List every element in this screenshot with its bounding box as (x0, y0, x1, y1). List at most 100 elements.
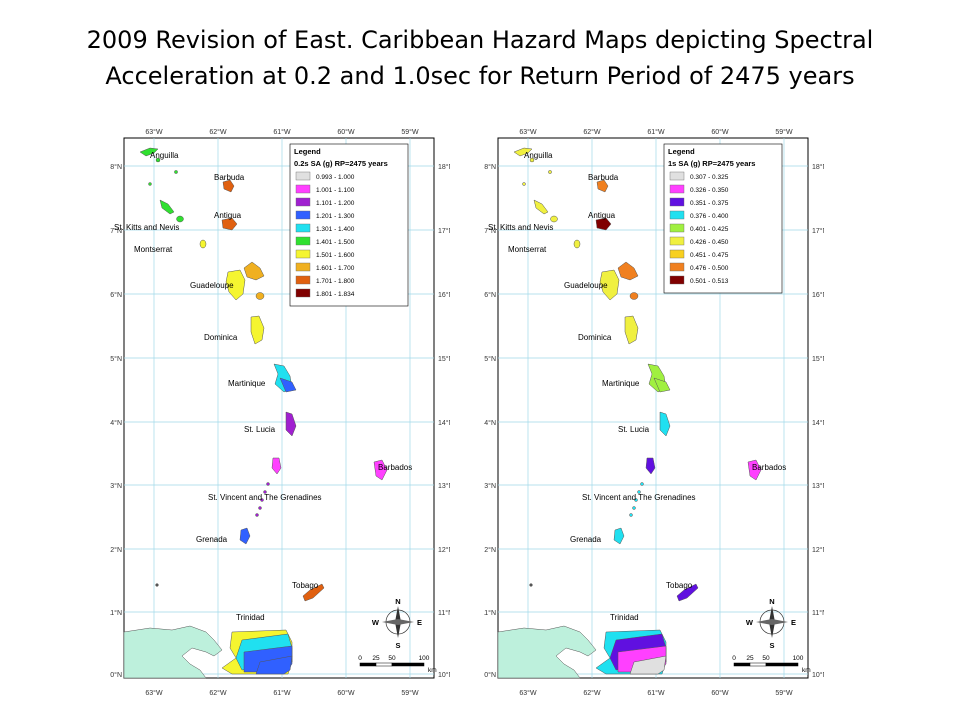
legend-swatch (669, 262, 685, 272)
place-label: Barbados (378, 463, 412, 472)
scale-segment (733, 662, 751, 667)
lat-tick-label-left: 18°N (110, 163, 122, 171)
legend-label: 0.307 - 0.325 (690, 174, 729, 181)
lon-tick-label-bottom: 63°W (145, 689, 163, 697)
scale-segment (749, 662, 767, 667)
legend-label: 1.201 - 1.300 (316, 213, 355, 220)
island-grenadine (260, 498, 264, 502)
scale-segment (375, 662, 393, 667)
island-st-lucia (659, 411, 671, 437)
mainland-venezuela (123, 625, 223, 679)
island-grenadine (255, 513, 259, 517)
legend-label: 1.801 - 1.834 (316, 291, 355, 298)
lon-tick-label-bottom: 62°W (583, 689, 601, 697)
legend-label: 1.301 - 1.400 (316, 226, 355, 233)
scale-segment (359, 662, 377, 667)
legend-label: 1.501 - 1.600 (316, 252, 355, 259)
island-grenadine (632, 506, 636, 510)
island-grenada (613, 527, 625, 545)
legend-title: Legend (294, 147, 321, 156)
legend-label: 1.401 - 1.500 (316, 239, 355, 246)
place-label: St. Lucia (618, 425, 650, 434)
island-nevis (176, 215, 184, 223)
lon-tick-label-bottom: 61°W (647, 689, 665, 697)
lat-tick-label-right: 16°N (812, 291, 824, 299)
compass-s: S (769, 641, 774, 650)
islands (497, 147, 762, 679)
lat-tick-label-left: 18°N (484, 163, 496, 171)
island-tobago (302, 583, 325, 602)
legend-label: 1.601 - 1.700 (316, 265, 355, 272)
trinidad-band-4 (629, 655, 667, 675)
place-label: Grenada (570, 535, 602, 544)
legend-swatch (669, 236, 685, 246)
map-svg-1-0s: 63°W 63°W 62°W 62°W 61°W 61°W 60°W 60°W 59°W 59°W… (484, 128, 824, 697)
scale-label: 0 (732, 655, 736, 662)
place-label: Anguilla (524, 151, 553, 160)
lon-tick-label-bottom: 59°W (401, 689, 419, 697)
island-guadeloupe-basse-terre (599, 269, 620, 301)
island-antigua (221, 217, 238, 231)
slide-title: 2009 Revision of East. Caribbean Hazard … (0, 22, 960, 94)
lon-tick-label-bottom: 59°W (775, 689, 793, 697)
lat-tick-label-right: 14°N (812, 419, 824, 427)
lat-tick-label-left: 12°N (484, 546, 496, 554)
legend-title: Legend (668, 147, 695, 156)
scale-bar: 0 25 50 100 km (358, 655, 436, 674)
legend-swatch (669, 171, 685, 181)
island-st-lucia (285, 411, 297, 437)
scale-label: 0 (358, 655, 362, 662)
scale-unit: km (802, 667, 811, 674)
lat-tick-label-left: 16°N (110, 291, 122, 299)
legend-swatch (669, 275, 685, 285)
mainland-venezuela (497, 625, 597, 679)
lon-tick-label-top: 62°W (209, 128, 227, 136)
place-label: Guadeloupe (564, 281, 608, 290)
lon-tick-label-top: 62°W (583, 128, 601, 136)
legend-swatch (295, 249, 311, 259)
island-barbados (747, 459, 762, 481)
place-label: Montserrat (134, 245, 173, 254)
legend-subtitle: 1s SA (g) RP=2475 years (668, 159, 755, 168)
legend-swatch (669, 184, 685, 194)
lat-tick-label-left: 12°N (110, 546, 122, 554)
island-tobago (676, 583, 699, 602)
place-label: Anguilla (150, 151, 179, 160)
legend-subtitle: 0.2s SA (g) RP=2475 years (294, 159, 388, 168)
island-anguilla (139, 147, 159, 157)
lon-tick-label-top: 61°W (647, 128, 665, 136)
island-statia (148, 182, 152, 186)
island-antigua (595, 217, 612, 231)
lat-tick-label-right: 17°N (438, 227, 450, 235)
lat-tick-label-right: 15°N (438, 355, 450, 363)
island-barbuda (222, 179, 235, 193)
legend-label: 1.101 - 1.200 (316, 200, 355, 207)
lon-tick-label-bottom: 60°W (337, 689, 355, 697)
lat-tick-label-left: 13°N (110, 482, 122, 490)
lat-tick-label-right: 17°N (812, 227, 824, 235)
island-dominica (250, 315, 265, 345)
place-label: Barbuda (214, 173, 245, 182)
place-label: Barbuda (588, 173, 619, 182)
place-label: Martinique (602, 379, 640, 388)
lat-tick-label-right: 13°N (438, 482, 450, 490)
place-label: St. Vincent and The Grenadines (582, 493, 696, 502)
island-guadeloupe-grande-terre (617, 261, 639, 281)
lat-tick-label-right: 10°N (812, 671, 824, 679)
island-marie-galante (629, 292, 639, 300)
lat-tick-label-left: 14°N (110, 419, 122, 427)
hazard-map-1-0s: 63°W 63°W 62°W 62°W 61°W 61°W 60°W 60°W 59°W 59°W… (484, 122, 824, 700)
island-trinidad (221, 629, 293, 675)
compass-e: E (791, 618, 796, 627)
place-label: Tobago (292, 581, 319, 590)
lon-tick-label-bottom: 62°W (209, 689, 227, 697)
legend-label: 0.351 - 0.375 (690, 200, 729, 207)
place-label: St. Lucia (244, 425, 276, 434)
island-barbuda (596, 179, 609, 193)
legend-label: 0.326 - 0.350 (690, 187, 729, 194)
lon-tick-label-top: 63°W (519, 128, 537, 136)
place-label: Trinidad (610, 613, 639, 622)
title-line-2: Acceleration at 0.2 and 1.0sec for Retur… (105, 62, 855, 90)
place-label: Guadeloupe (190, 281, 234, 290)
island-martinique-south (279, 377, 297, 393)
